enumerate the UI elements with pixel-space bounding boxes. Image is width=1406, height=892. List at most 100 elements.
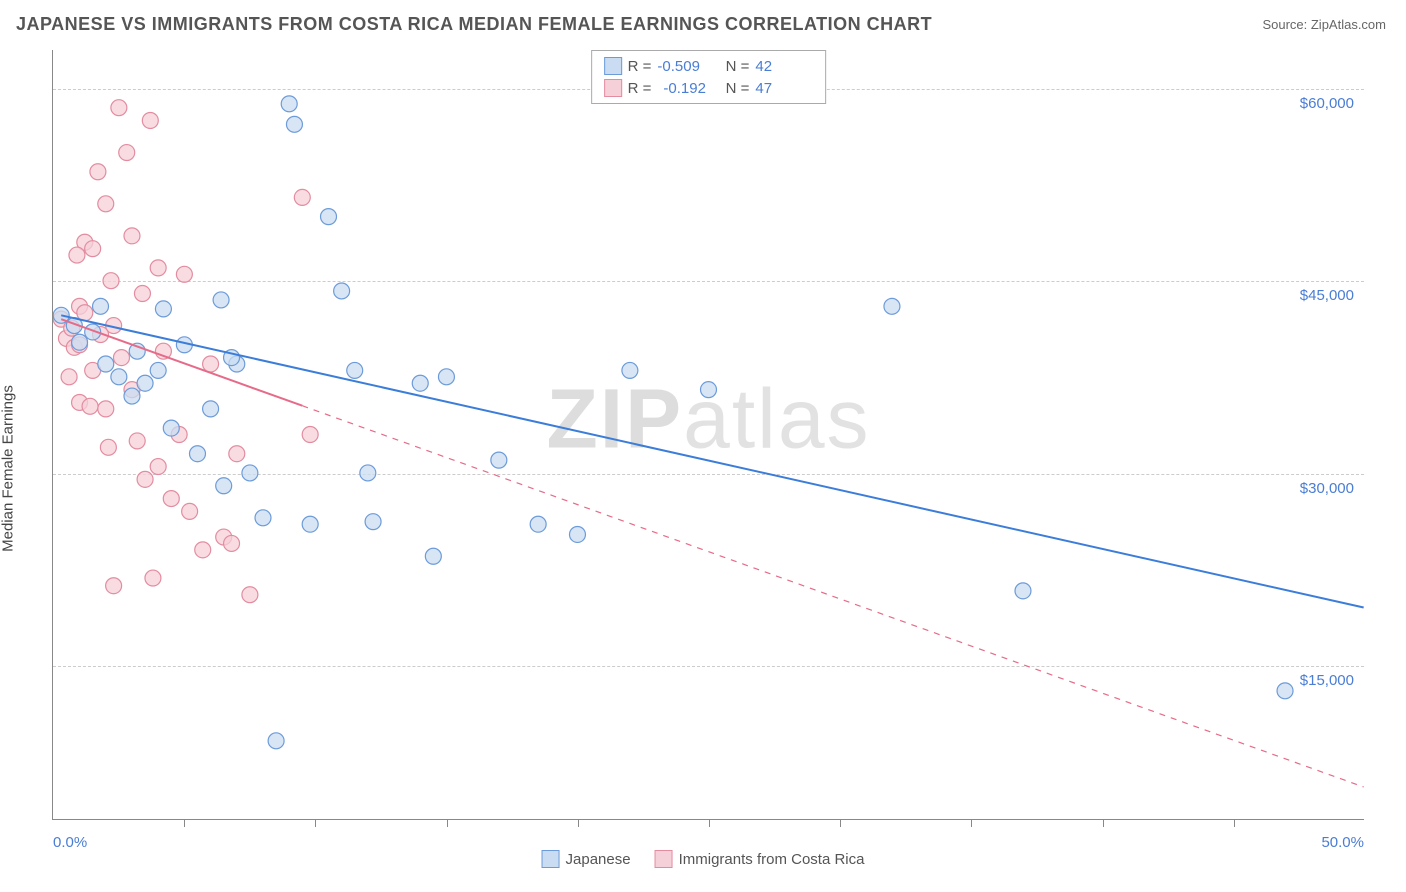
data-point bbox=[69, 247, 85, 263]
series-legend: Japanese Immigrants from Costa Rica bbox=[542, 850, 865, 868]
data-point bbox=[61, 369, 77, 385]
x-axis-label: 50.0% bbox=[1321, 834, 1364, 851]
data-point bbox=[124, 228, 140, 244]
trend-line bbox=[61, 315, 1363, 607]
x-tick bbox=[184, 819, 185, 827]
data-point bbox=[145, 570, 161, 586]
data-point bbox=[224, 535, 240, 551]
data-point bbox=[203, 401, 219, 417]
data-point bbox=[365, 514, 381, 530]
data-point bbox=[281, 96, 297, 112]
data-point bbox=[229, 446, 245, 462]
n-label: N = bbox=[721, 80, 749, 97]
data-point bbox=[182, 503, 198, 519]
plot-area: ZIPatlas R = -0.509 N = 42 R = -0.192 N … bbox=[52, 50, 1364, 820]
r-label: R = bbox=[628, 58, 652, 75]
legend-label-costarica: Immigrants from Costa Rica bbox=[679, 851, 865, 868]
data-point bbox=[103, 273, 119, 289]
data-point bbox=[569, 526, 585, 542]
data-point bbox=[98, 401, 114, 417]
data-point bbox=[113, 350, 129, 366]
x-tick bbox=[840, 819, 841, 827]
legend-label-japanese: Japanese bbox=[566, 851, 631, 868]
data-point bbox=[701, 382, 717, 398]
data-point bbox=[142, 113, 158, 129]
data-point bbox=[195, 542, 211, 558]
data-point bbox=[82, 398, 98, 414]
data-point bbox=[213, 292, 229, 308]
source-name: ZipAtlas.com bbox=[1311, 17, 1386, 32]
data-point bbox=[150, 260, 166, 276]
data-point bbox=[98, 356, 114, 372]
data-point bbox=[163, 491, 179, 507]
n-value-costarica: 47 bbox=[755, 80, 813, 97]
data-point bbox=[412, 375, 428, 391]
source-prefix: Source: bbox=[1262, 17, 1310, 32]
source-attribution: Source: ZipAtlas.com bbox=[1262, 17, 1386, 32]
data-point bbox=[216, 478, 232, 494]
data-point bbox=[302, 427, 318, 443]
data-point bbox=[85, 241, 101, 257]
data-point bbox=[90, 164, 106, 180]
y-axis-label: Median Female Earnings bbox=[0, 385, 17, 552]
correlation-legend-row: R = -0.509 N = 42 bbox=[604, 55, 814, 77]
data-point bbox=[163, 420, 179, 436]
data-point bbox=[176, 266, 192, 282]
x-tick bbox=[971, 819, 972, 827]
x-tick bbox=[315, 819, 316, 827]
data-point bbox=[268, 733, 284, 749]
legend-item-costarica: Immigrants from Costa Rica bbox=[655, 850, 865, 868]
legend-swatch-costarica bbox=[604, 79, 622, 97]
data-point bbox=[1277, 683, 1293, 699]
data-point bbox=[622, 362, 638, 378]
data-point bbox=[150, 362, 166, 378]
n-label: N = bbox=[721, 58, 749, 75]
chart-title: JAPANESE VS IMMIGRANTS FROM COSTA RICA M… bbox=[16, 14, 932, 35]
data-point bbox=[155, 301, 171, 317]
data-point bbox=[137, 471, 153, 487]
x-tick bbox=[447, 819, 448, 827]
data-point bbox=[334, 283, 350, 299]
x-tick bbox=[1234, 819, 1235, 827]
correlation-legend-row: R = -0.192 N = 47 bbox=[604, 77, 814, 99]
r-label: R = bbox=[628, 80, 652, 97]
data-point bbox=[129, 433, 145, 449]
r-value-japanese: -0.509 bbox=[657, 58, 715, 75]
x-tick bbox=[578, 819, 579, 827]
data-point bbox=[438, 369, 454, 385]
data-point bbox=[137, 375, 153, 391]
data-point bbox=[189, 446, 205, 462]
data-point bbox=[203, 356, 219, 372]
legend-swatch-costarica bbox=[655, 850, 673, 868]
data-point bbox=[242, 587, 258, 603]
data-point bbox=[100, 439, 116, 455]
data-point bbox=[72, 334, 88, 350]
data-point bbox=[106, 578, 122, 594]
data-point bbox=[425, 548, 441, 564]
data-point bbox=[242, 465, 258, 481]
data-point bbox=[302, 516, 318, 532]
data-point bbox=[286, 116, 302, 132]
trend-line-extrapolated bbox=[302, 406, 1363, 787]
chart-container: Median Female Earnings ZIPatlas R = -0.5… bbox=[16, 50, 1390, 870]
data-point bbox=[360, 465, 376, 481]
correlation-legend: R = -0.509 N = 42 R = -0.192 N = 47 bbox=[591, 50, 827, 104]
data-point bbox=[98, 196, 114, 212]
data-point bbox=[124, 388, 140, 404]
n-value-japanese: 42 bbox=[755, 58, 813, 75]
legend-item-japanese: Japanese bbox=[542, 850, 631, 868]
data-point bbox=[491, 452, 507, 468]
data-point bbox=[1015, 583, 1031, 599]
data-point bbox=[347, 362, 363, 378]
r-value-costarica: -0.192 bbox=[657, 80, 715, 97]
plot-svg bbox=[53, 50, 1364, 819]
data-point bbox=[119, 145, 135, 161]
data-point bbox=[111, 369, 127, 385]
chart-header: JAPANESE VS IMMIGRANTS FROM COSTA RICA M… bbox=[0, 0, 1406, 43]
data-point bbox=[111, 100, 127, 116]
data-point bbox=[294, 189, 310, 205]
x-tick bbox=[709, 819, 710, 827]
legend-swatch-japanese bbox=[604, 57, 622, 75]
data-point bbox=[884, 298, 900, 314]
legend-swatch-japanese bbox=[542, 850, 560, 868]
